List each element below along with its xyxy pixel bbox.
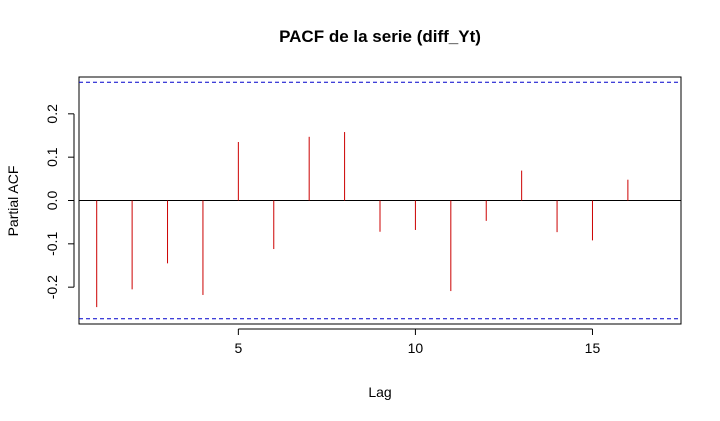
- y-tick-label: 0.1: [44, 147, 60, 167]
- y-axis-label: Partial ACF: [5, 166, 21, 237]
- x-tick-label: 10: [408, 340, 424, 356]
- x-axis-label: Lag: [368, 384, 391, 400]
- y-tick-label: -0.2: [44, 275, 60, 299]
- y-tick-label: 0.2: [44, 104, 60, 124]
- y-tick-label: 0.0: [44, 191, 60, 211]
- chart-title: PACF de la serie (diff_Yt): [279, 27, 481, 46]
- x-tick-label: 15: [585, 340, 601, 356]
- y-tick-label: -0.1: [44, 232, 60, 256]
- x-tick-label: 5: [234, 340, 242, 356]
